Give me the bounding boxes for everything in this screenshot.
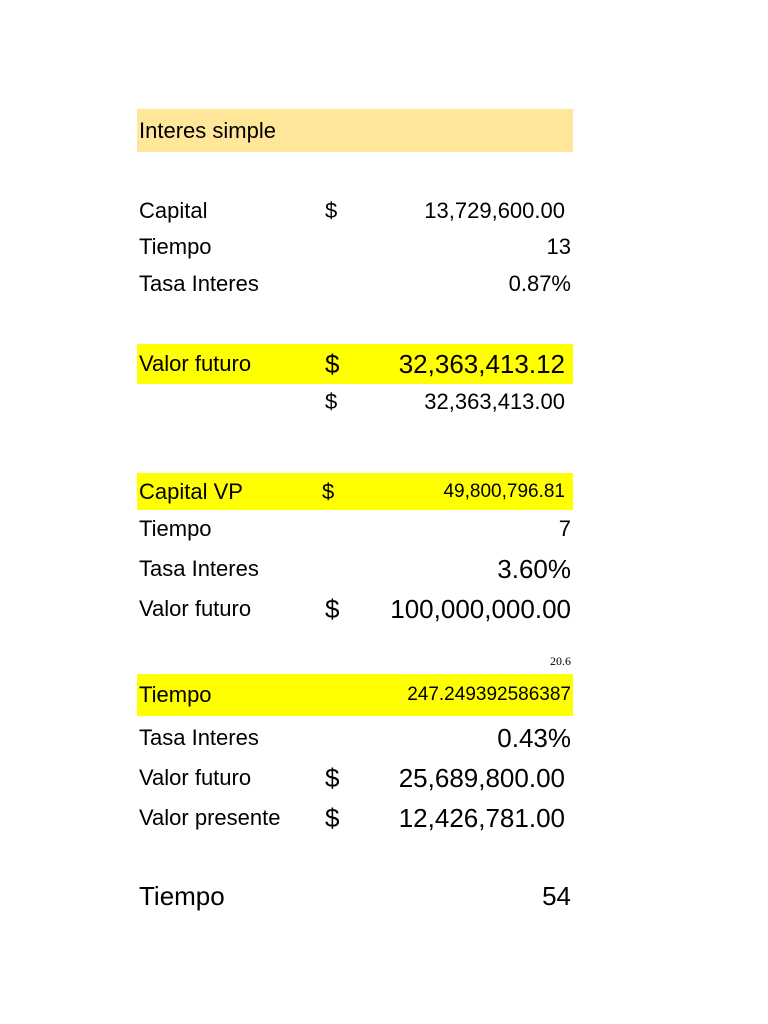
tiempo-row-2: Tiempo 7 xyxy=(137,511,573,547)
title-row: Interes simple xyxy=(137,109,573,152)
capital-vp-row: Capital VP $ 49,800,796.81 xyxy=(137,473,573,510)
tasa-value-2: 3.60% xyxy=(497,553,571,584)
valor-futuro-rounded-currency: $ xyxy=(325,389,338,414)
valor-futuro-rounded-value: 32,363,413.00 xyxy=(424,389,565,414)
valor-futuro-label-2: Valor futuro xyxy=(139,596,252,621)
tasa-row-1: Tasa Interes 0.87% xyxy=(137,266,573,302)
valor-presente-row: Valor presente $ 12,426,781.00 xyxy=(137,798,573,838)
capital-row: Capital $ 13,729,600.00 xyxy=(137,193,573,229)
capital-currency: $ xyxy=(325,198,338,223)
page-title: Interes simple xyxy=(139,117,276,143)
tasa-value: 0.87% xyxy=(508,271,571,296)
valor-presente-label: Valor presente xyxy=(139,805,281,830)
capital-label: Capital xyxy=(139,198,208,223)
tiempo-value-4: 54 xyxy=(542,880,571,911)
valor-futuro-label-3: Valor futuro xyxy=(139,765,252,790)
tiempo-label-3: Tiempo xyxy=(139,682,212,707)
tiempo-value-2: 7 xyxy=(558,516,571,541)
valor-futuro-value-2: 100,000,000.00 xyxy=(390,593,571,624)
valor-futuro-value-3: 25,689,800.00 xyxy=(398,762,565,793)
tasa-label-3: Tasa Interes xyxy=(139,725,259,750)
tiempo-row-1: Tiempo 13 xyxy=(137,229,573,265)
tasa-label: Tasa Interes xyxy=(139,271,259,296)
tiempo-label: Tiempo xyxy=(139,234,212,259)
capital-vp-label: Capital VP xyxy=(139,478,243,504)
tiempo-row-4: Tiempo 54 xyxy=(137,874,573,918)
tiempo-value-3: 247.249392586387 xyxy=(407,684,571,705)
capital-vp-currency: $ xyxy=(322,478,335,504)
valor-futuro-currency: $ xyxy=(325,348,340,379)
tasa-label-2: Tasa Interes xyxy=(139,556,259,581)
valor-futuro-currency-3: $ xyxy=(325,762,340,793)
tiempo-label-4: Tiempo xyxy=(139,880,225,911)
tasa-row-2: Tasa Interes 3.60% xyxy=(137,549,573,589)
valor-futuro-currency-2: $ xyxy=(325,593,340,624)
tasa-value-3: 0.43% xyxy=(497,722,571,753)
note-row: 20.6 xyxy=(137,650,573,672)
valor-futuro-row-3: Valor futuro $ 25,689,800.00 xyxy=(137,758,573,798)
valor-futuro-value: 32,363,413.12 xyxy=(398,348,565,379)
valor-futuro-rounded-row: $ 32,363,413.00 xyxy=(137,384,573,420)
capital-vp-value: 49,800,796.81 xyxy=(443,480,565,502)
valor-futuro-row-1: Valor futuro $ 32,363,413.12 xyxy=(137,344,573,384)
tiempo-label-2: Tiempo xyxy=(139,516,212,541)
valor-presente-value: 12,426,781.00 xyxy=(398,802,565,833)
note-value: 20.6 xyxy=(550,653,571,668)
valor-futuro-row-2: Valor futuro $ 100,000,000.00 xyxy=(137,589,573,629)
tasa-row-3: Tasa Interes 0.43% xyxy=(137,718,573,758)
valor-futuro-label: Valor futuro xyxy=(139,351,252,376)
valor-presente-currency: $ xyxy=(325,802,340,833)
tiempo-row-3: Tiempo 247.249392586387 xyxy=(137,674,573,716)
capital-value: 13,729,600.00 xyxy=(424,198,565,223)
tiempo-value: 13 xyxy=(546,234,571,259)
